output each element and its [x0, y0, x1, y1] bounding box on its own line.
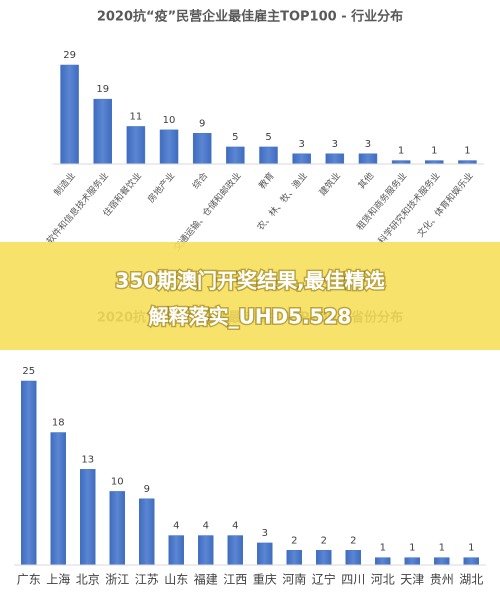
data-label: 9: [144, 484, 150, 495]
bar: [21, 380, 37, 566]
bar: [259, 146, 278, 165]
x-tick-label: 山东: [164, 573, 188, 587]
data-label: 3: [262, 528, 268, 539]
data-label: 29: [63, 50, 76, 61]
x-tick-label: 房地产业: [145, 170, 177, 205]
data-label: 1: [398, 146, 404, 157]
banner-line: 解释落实_UHD5.528: [149, 305, 352, 329]
x-tick-label: 贵州: [430, 573, 454, 587]
x-tick-label: 四川: [341, 573, 365, 587]
x-tick-label: 上海: [46, 572, 70, 587]
data-label: 3: [332, 139, 338, 150]
data-label: 9: [199, 118, 205, 129]
x-tick-label: 重庆: [253, 573, 277, 587]
data-label: 3: [365, 139, 371, 150]
data-label: 5: [265, 132, 271, 143]
bar: [358, 153, 378, 165]
bar: [425, 160, 444, 165]
bar: [192, 133, 212, 165]
x-tick-label: 河北: [371, 573, 395, 587]
chart-title: 2020抗“疫”民营企业最佳雇主TOP100 - 行业分布: [97, 9, 403, 25]
x-tick-label: 辽宁: [312, 572, 336, 587]
bar: [391, 160, 411, 165]
data-label: 1: [380, 543, 386, 554]
data-label: 3: [298, 139, 304, 150]
data-label: 11: [130, 111, 143, 122]
x-tick-label: 广东: [17, 573, 41, 587]
bar: [458, 160, 477, 165]
x-tick-label: 综合: [190, 170, 211, 192]
data-label: 5: [232, 132, 238, 143]
x-tick-label: 软件和信息技术服务业: [44, 170, 111, 247]
data-label: 4: [232, 521, 238, 532]
x-tick-label: 北京: [76, 573, 100, 587]
x-tick-label: 福建: [194, 572, 218, 587]
data-label: 2: [291, 535, 297, 546]
bar: [50, 432, 66, 566]
bar: [159, 129, 179, 165]
bar: [257, 542, 273, 566]
x-tick-label: 交通运输、仓储和邮政业: [171, 170, 244, 254]
bar: [126, 126, 146, 165]
x-tick-label: 制造业: [51, 170, 78, 198]
data-label: 10: [163, 115, 176, 126]
bar: [198, 535, 214, 566]
bar: [60, 64, 79, 165]
bar: [168, 535, 184, 566]
data-label: 1: [464, 146, 470, 157]
x-tick-label: 教育: [256, 170, 277, 192]
data-label: 2: [350, 535, 356, 546]
bar: [93, 98, 112, 165]
bar: [292, 153, 311, 165]
x-tick-label: 天津: [400, 573, 424, 587]
bar: [325, 153, 345, 165]
data-label: 25: [22, 366, 35, 377]
bar: [109, 491, 125, 566]
x-tick-label: 江西: [223, 573, 247, 587]
x-tick-label: 湖北: [459, 572, 483, 587]
data-label: 1: [468, 543, 474, 554]
bar: [226, 146, 245, 165]
x-tick-label: 建筑业: [316, 170, 343, 198]
data-label: 1: [439, 543, 445, 554]
bar: [434, 557, 450, 566]
data-label: 1: [431, 146, 437, 157]
bar: [286, 550, 302, 566]
bar: [404, 557, 420, 566]
x-tick-label: 江苏: [135, 573, 159, 587]
data-label: 10: [111, 476, 124, 487]
bar: [375, 557, 391, 566]
data-label: 19: [96, 84, 109, 95]
x-tick-label: 其他: [355, 170, 376, 192]
banner-line: 350期澳门开奖结果,最佳精选: [115, 269, 384, 293]
data-label: 18: [52, 418, 65, 429]
bar: [463, 557, 479, 566]
data-label: 4: [203, 521, 209, 532]
bar: [80, 469, 96, 566]
data-label: 4: [173, 521, 179, 532]
data-label: 13: [81, 454, 94, 465]
x-tick-label: 浙江: [105, 573, 129, 587]
x-tick-label: 文化、体育和娱乐业: [414, 170, 475, 240]
bar: [316, 550, 332, 566]
data-label: 2: [321, 535, 327, 546]
banner-bg: [0, 242, 500, 350]
bar: [227, 535, 243, 566]
bar: [139, 498, 155, 566]
bar: [345, 550, 361, 566]
x-tick-label: 科学研究和技术服务业: [375, 170, 442, 247]
data-label: 1: [409, 543, 415, 554]
x-tick-label: 河南: [282, 572, 306, 587]
